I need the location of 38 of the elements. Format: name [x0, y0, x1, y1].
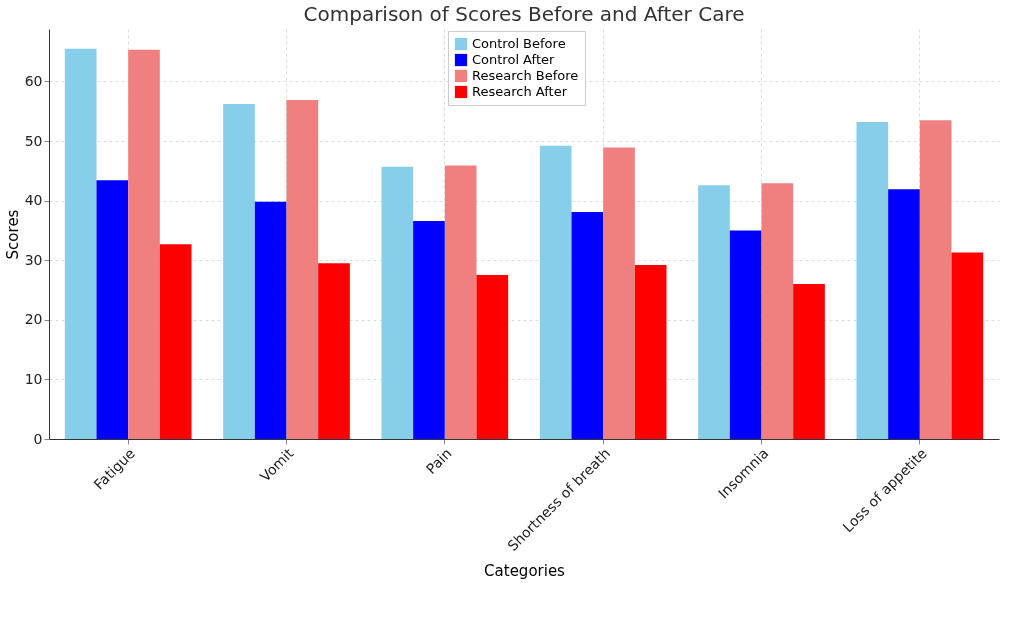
bar: [793, 284, 825, 439]
bar: [951, 252, 984, 439]
bar: [634, 264, 667, 439]
bar: [159, 244, 192, 439]
bar: [318, 263, 350, 439]
bar: [888, 189, 920, 439]
bar: [128, 49, 160, 439]
y-axis-title: Scores: [3, 209, 22, 260]
bar: [96, 180, 129, 439]
legend-label: Research Before: [472, 68, 579, 83]
bar: [476, 275, 509, 439]
chart-title: Comparison of Scores Before and After Care: [303, 2, 745, 26]
bar: [539, 145, 572, 439]
bar: [381, 166, 414, 439]
x-axis-title: Categories: [484, 561, 566, 580]
legend-label: Control Before: [472, 36, 566, 51]
bar: [444, 165, 477, 439]
bar: [761, 183, 794, 439]
y-tick-label: 0: [33, 430, 43, 447]
bar: [286, 99, 319, 439]
bar: [64, 48, 97, 439]
legend-label: Research After: [472, 84, 568, 99]
bar: [254, 201, 287, 439]
bar: [223, 104, 255, 439]
bar: [729, 230, 762, 439]
y-tick-label: 20: [24, 311, 43, 328]
legend-label: Control After: [472, 52, 555, 67]
bar: [698, 185, 730, 439]
bar: [413, 220, 445, 439]
y-tick-label: 50: [24, 132, 43, 149]
bar: [856, 121, 889, 439]
y-tick-label: 60: [24, 72, 43, 89]
bar: [571, 211, 604, 439]
y-tick-label: 30: [24, 251, 43, 268]
bar: [919, 120, 952, 439]
y-tick-label: 10: [24, 370, 43, 387]
bar: [603, 147, 635, 439]
y-tick-label: 40: [24, 192, 43, 209]
